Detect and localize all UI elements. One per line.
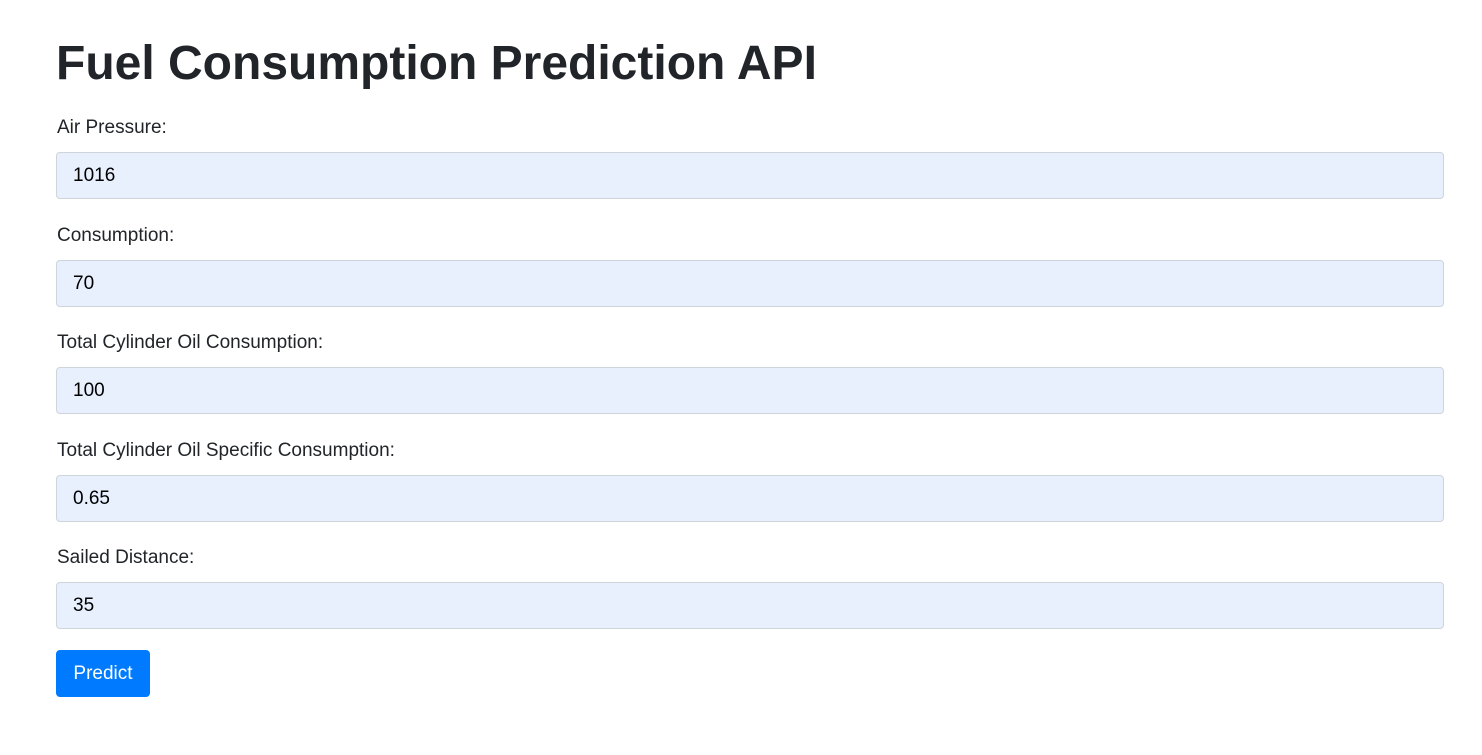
air-pressure-label: Air Pressure:	[57, 117, 167, 138]
consumption-input[interactable]	[56, 260, 1444, 307]
total-cylinder-oil-specific-consumption-label: Total Cylinder Oil Specific Consumption:	[57, 440, 395, 461]
sailed-distance-label: Sailed Distance:	[57, 547, 195, 568]
page-title: Fuel Consumption Prediction API	[56, 37, 817, 90]
total-cylinder-oil-specific-consumption-input[interactable]	[56, 475, 1444, 522]
total-cylinder-oil-consumption-label: Total Cylinder Oil Consumption:	[57, 332, 324, 353]
predict-button[interactable]: Predict	[56, 650, 150, 697]
sailed-distance-input[interactable]	[56, 582, 1444, 629]
consumption-label: Consumption:	[57, 225, 175, 246]
air-pressure-input[interactable]	[56, 152, 1444, 199]
total-cylinder-oil-consumption-input[interactable]	[56, 367, 1444, 414]
